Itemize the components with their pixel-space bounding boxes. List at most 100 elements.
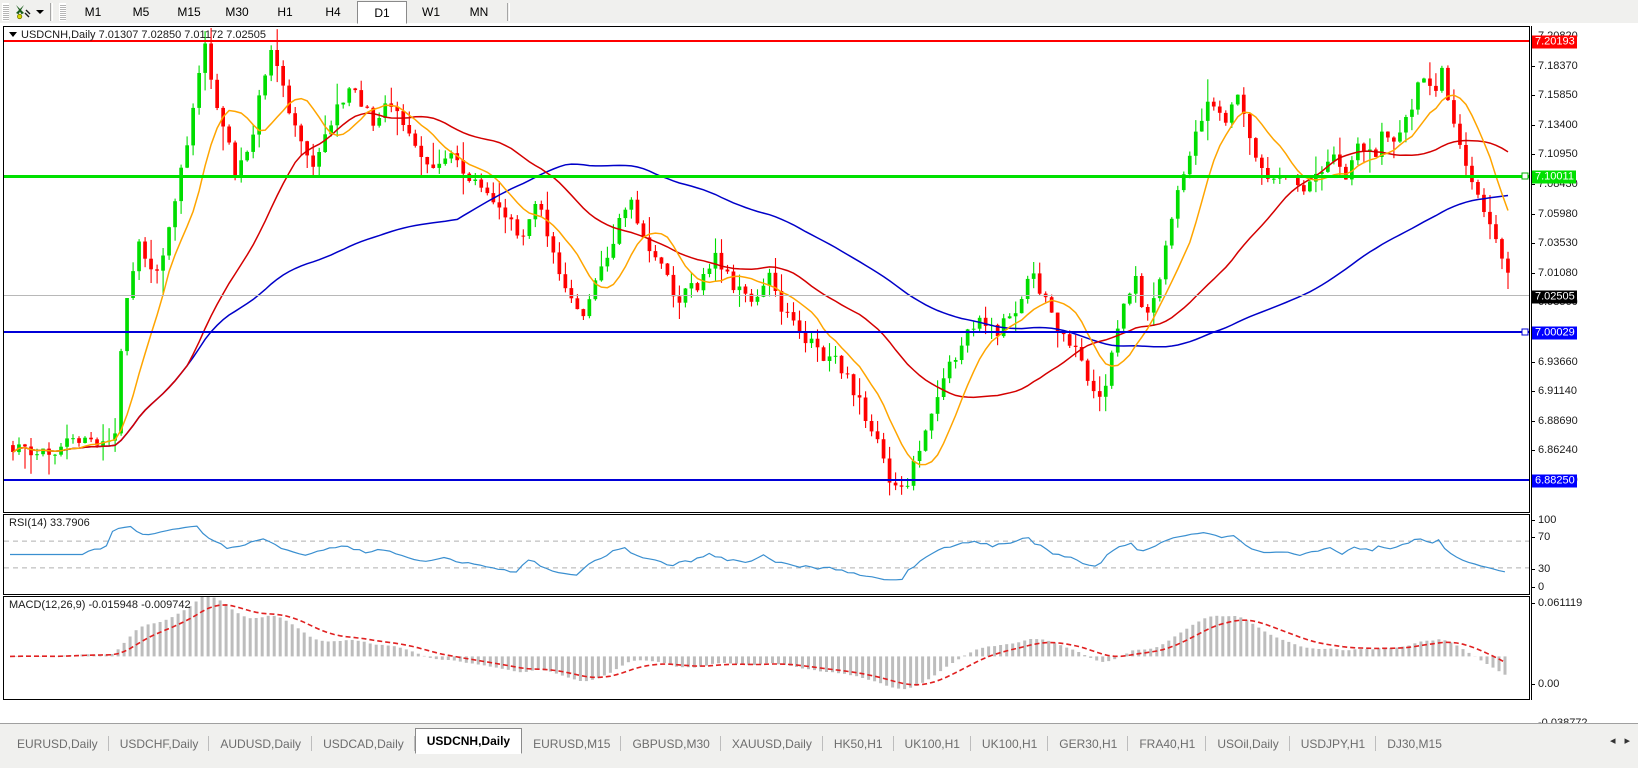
price-level-tag[interactable]: 7.20193 [1532,35,1577,49]
timeframe-h4[interactable]: H4 [325,4,341,19]
toolbar-grip[interactable] [2,2,9,21]
timeframe-h1[interactable]: H1 [277,4,293,19]
chart-tab-gbpusd-m30[interactable]: GBPUSD,M30 [621,733,722,754]
chart-tab-usdchf-daily[interactable]: USDCHF,Daily [109,733,210,754]
chart-tab-usdjpy-h1[interactable]: USDJPY,H1 [1290,733,1377,754]
chart-tab-dj30-m15[interactable]: DJ30,M15 [1387,736,1442,751]
macd-tick [1531,684,1535,685]
tab-scroll-left-icon[interactable]: ◂ [1609,735,1616,747]
price-panel[interactable]: USDCNH,Daily 7.01307 7.02850 7.01172 7.0… [3,26,1530,513]
pivot-line-handle[interactable] [1521,172,1529,180]
price-level-tag[interactable]: 7.10011 [1532,170,1576,184]
price-scale-line [1531,26,1532,700]
current-price-line [4,295,1529,296]
price-tick [1531,184,1535,185]
cursor-tool-dropdown-arrow[interactable] [33,2,46,21]
price-tick-label: 7.15850 [1538,89,1578,102]
timeframe-toolbar: M1 M5 M15 M30 H1 H4 D1 W1 MN [0,0,1638,24]
chart-tab-fra40-h1[interactable]: FRA40,H1 [1128,733,1207,754]
price-plot [4,27,1529,512]
price-tick-label: 6.86240 [1538,444,1578,457]
price-tick-label: 7.13400 [1538,118,1578,131]
chart-tab-ger30-h1[interactable]: GER30,H1 [1048,733,1129,754]
price-tick-label: 6.91140 [1538,385,1577,398]
chart-tab-audusd-daily[interactable]: AUDUSD,Daily [209,733,312,754]
timeframe-w1[interactable]: W1 [422,4,440,19]
price-tick [1531,450,1535,452]
price-tick [1531,65,1535,67]
resistance-line[interactable] [4,40,1529,42]
symbol-info-label: USDCNH,Daily 7.01307 7.02850 7.01172 7.0… [9,29,266,41]
tab-scroll-right-icon[interactable]: ▸ [1624,735,1630,747]
price-tick-label: 7.10950 [1538,148,1578,161]
rsi-tick-label: 100 [1538,514,1557,526]
price-tick-label: 6.88690 [1538,414,1578,427]
price-level-tag[interactable]: 6.88250 [1532,474,1577,488]
macd-tick-label: 0.061119 [1538,597,1583,609]
rsi-tick [1531,569,1535,570]
price-tick [1531,361,1535,363]
symbol-ohlc-text: USDCNH,Daily 7.01307 7.02850 7.01172 7.0… [21,29,267,41]
timeframe-m5[interactable]: M5 [132,4,150,19]
price-tick [1531,213,1535,215]
rsi-panel[interactable]: RSI(14) 33.7906 [3,514,1530,595]
timeframe-mn[interactable]: MN [469,4,489,19]
rsi-tick-label: 70 [1538,531,1551,543]
chart-tab-list: EURUSD,Daily USDCHF,Daily AUDUSD,Daily USDC… [6,728,1453,754]
chart-collapse-arrow-icon[interactable] [9,31,17,37]
chart-tab-uk100-h1[interactable]: UK100,H1 [894,733,972,754]
tab-scroll-controls[interactable]: ◂ ▸ [1610,736,1630,747]
crosshair-cursor-tool-icon[interactable] [13,2,33,21]
timeframe-m30[interactable]: M30 [225,4,249,19]
chart-tab-eurusd-m15[interactable]: EURUSD,M15 [522,733,622,754]
price-tick [1531,391,1535,393]
macd-panel[interactable]: MACD(12,26,9) -0.015948 -0.009742 [3,596,1530,700]
macd-plot [4,597,1529,699]
rsi-tick [1531,537,1535,538]
support-line-1[interactable] [4,331,1529,333]
price-level-tag[interactable]: 7.02505 [1532,290,1577,304]
price-tick [1531,124,1535,126]
chart-tab-usoil-daily[interactable]: USOil,Daily [1206,733,1291,754]
timeframe-group-grip[interactable] [59,2,66,21]
chart-tab-eurusd-daily[interactable]: EURUSD,Daily [6,733,109,754]
rsi-tick-label: 0 [1538,581,1545,593]
timeframe-m1[interactable]: M1 [84,4,102,19]
toolbar-separator [50,2,53,21]
price-level-tag[interactable]: 7.00029 [1532,326,1577,340]
support-line-2[interactable] [4,479,1529,481]
rsi-tick-label: 30 [1538,563,1551,575]
price-scale[interactable]: 7.208207.183707.158507.134007.109507.084… [1531,26,1635,729]
timeframe-d1[interactable]: D1 [357,1,407,24]
chart-canvas-area[interactable]: USDCNH,Daily 7.01307 7.02850 7.01172 7.0… [0,23,1638,742]
price-tick [1531,154,1535,156]
timeframe-m15[interactable]: M15 [177,4,201,19]
rsi-tick [1531,587,1535,588]
price-tick [1531,95,1535,97]
rsi-indicator-label: RSI(14) 33.7906 [9,517,90,529]
price-tick-label: 7.01080 [1538,266,1578,279]
chart-tab-hk50-h1[interactable]: HK50,H1 [823,733,894,754]
macd-tick [1531,603,1535,604]
chart-tabbar: EURUSD,Daily USDCHF,Daily AUDUSD,Daily USDC… [0,723,1638,768]
macd-indicator-label: MACD(12,26,9) -0.015948 -0.009742 [9,599,191,611]
chart-tab-xauusd-daily[interactable]: XAUUSD,Daily [721,733,823,754]
price-tick [1531,272,1535,274]
chart-tab-uk100-h1[interactable]: UK100,H1 [971,733,1049,754]
chart-tab-usdcad-daily[interactable]: USDCAD,Daily [312,733,415,754]
macd-tick-label: 0.00 [1538,678,1560,690]
price-tick [1531,243,1535,245]
price-tick [1531,420,1535,422]
pivot-line[interactable] [4,175,1529,178]
price-tick-label: 7.05980 [1538,207,1578,220]
chart-tab-usdcnh-daily[interactable]: USDCNH,Daily [414,728,523,754]
rsi-plot [4,515,1529,594]
toolbar-end-separator [507,2,510,21]
support-line-handle[interactable] [1521,328,1529,336]
rsi-tick [1531,520,1535,521]
price-tick-label: 7.03530 [1538,237,1578,250]
price-tick-label: 6.93660 [1538,355,1578,368]
timeframe-buttons: M1 M5 M15 M30 H1 H4 D1 W1 MN [69,1,503,24]
price-tick-label: 7.18370 [1538,59,1578,72]
